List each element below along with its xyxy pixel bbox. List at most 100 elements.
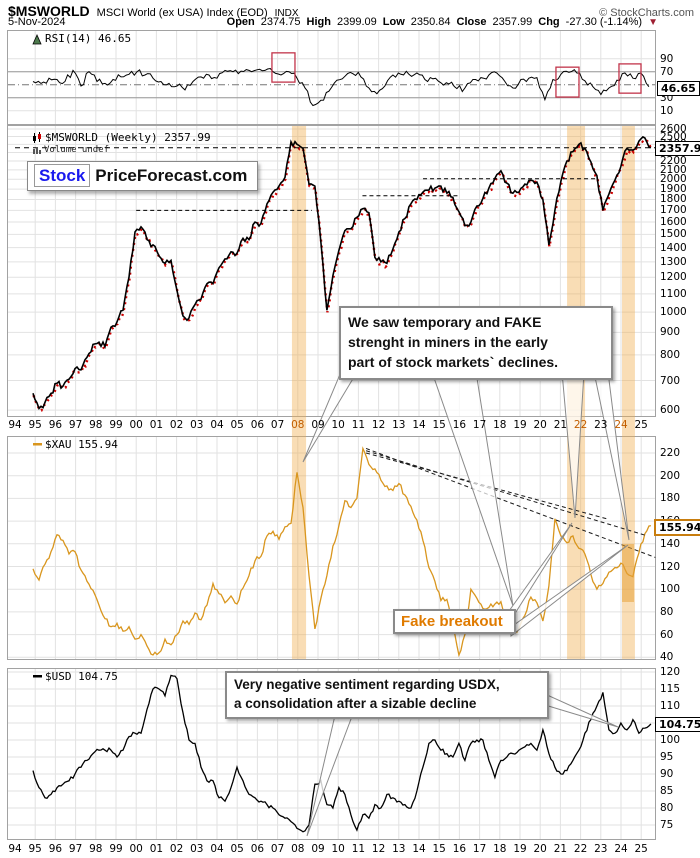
callout-wedges (32, 34, 634, 837)
usd-legend: $USD 104.75 (45, 670, 118, 683)
open-value: 2374.75 (260, 16, 301, 28)
x-tick-label: 06 (250, 843, 265, 855)
y-tick-label: 220 (660, 447, 681, 459)
usd-annotation-line2: a consolidation after a sizable decline (234, 695, 477, 711)
x-tick-label: 94 (8, 843, 22, 855)
y-tick-label: 60 (660, 628, 674, 641)
usd-note-tail-2 (544, 693, 619, 728)
y-tick-label: 1700 (660, 204, 687, 217)
x-tick-label: 03 (190, 419, 204, 431)
ohlc-group: Open 2374.75 High 2399.09 Low 2350.84 Cl… (227, 16, 658, 28)
rsi-highlight-box-1 (271, 52, 296, 83)
miners-annotation: We saw temporary and FAKE strenght in mi… (339, 306, 613, 380)
x-tick-label: 97 (68, 843, 83, 855)
x-tick-label: 23 (594, 843, 608, 855)
x-tick-label: 22 (573, 419, 588, 431)
low-value: 2350.84 (410, 16, 451, 28)
high-value: 2399.09 (337, 16, 377, 28)
x-tick-label: 00 (129, 419, 143, 431)
x-tick-label: 25 (634, 843, 648, 855)
miners-note-tail-2 (431, 371, 514, 607)
y-tick-label: 40 (660, 651, 674, 664)
x-tick-label: 96 (48, 843, 63, 855)
x-tick-label: 13 (392, 843, 406, 855)
x-tick-label: 17 (472, 419, 487, 431)
y-tick-label: 600 (660, 404, 681, 417)
rsi-series (32, 67, 650, 107)
y-tick-label: 100 (660, 583, 681, 596)
index-name: MSCI World (ex USA) Index (EOD) (96, 7, 268, 19)
price-value-box: 2357.99 (655, 141, 700, 156)
x-tick-label: 19 (513, 419, 527, 431)
x-tick-label: 09 (311, 843, 325, 855)
y-tick-label: 90 (660, 52, 674, 65)
y-tick-label: 75 (660, 819, 674, 831)
rsi-value-box: 46.65 (657, 81, 700, 96)
logo-part2: PriceForecast.com (95, 166, 248, 185)
y-tick-label: 115 (660, 683, 681, 695)
xau-legend-icon (33, 443, 42, 446)
fake-breakout-annotation: Fake breakout (393, 609, 516, 634)
x-tick-label: 22 (573, 843, 588, 855)
y-tick-label: 1800 (660, 193, 687, 206)
miners-annotation-line1: We saw temporary and FAKE (348, 314, 542, 330)
y-tick-label: 1100 (660, 287, 687, 300)
xau-panel-border (7, 436, 656, 660)
y-tick-label: 1200 (660, 271, 687, 284)
x-tick-label: 16 (452, 419, 467, 431)
y-tick-label: 900 (660, 326, 681, 339)
x-tick-label: 24 (614, 419, 628, 431)
y-tick-label: 800 (660, 348, 681, 361)
y-tick-label: 1300 (660, 255, 687, 268)
x-tick-label: 97 (68, 419, 83, 431)
x-tick-label: 20 (533, 419, 547, 431)
y-tick-label: 2200 (660, 155, 687, 167)
y-tick-label: 2100 (660, 163, 687, 176)
x-tick-label: 09 (311, 419, 325, 431)
x-tick-label: 99 (109, 419, 123, 431)
x-tick-label: 19 (513, 843, 527, 855)
x-tick-label: 21 (553, 843, 568, 855)
x-tick-label: 06 (250, 419, 265, 431)
x-tick-label: 13 (392, 419, 406, 431)
xau-trendline (365, 450, 648, 537)
xau-series (32, 446, 652, 658)
y-tick-label: 110 (660, 700, 681, 712)
x-tick-label: 98 (89, 419, 103, 431)
x-tick-label: 00 (129, 843, 143, 855)
exchange: INDX (274, 8, 299, 19)
miners-annotation-line3: part of stock markets` declines. (348, 353, 559, 370)
y-tick-label: 10 (660, 104, 674, 117)
low-label: Low (382, 16, 405, 28)
rsi-legend-icon (32, 34, 42, 45)
x-tick-label: 12 (371, 843, 386, 855)
y-tick-label: 700 (660, 374, 681, 387)
price-panel-border (7, 125, 656, 417)
chg-label: Chg (538, 16, 560, 28)
y-tick-label: 85 (660, 785, 674, 797)
y-tick-label: 2000 (660, 173, 687, 186)
usd-annotation: Very negative sentiment regarding USDX, … (225, 671, 549, 719)
stockcharts-copyright: © StockCharts.com (599, 7, 694, 19)
x-tick-label: 08 (291, 419, 305, 431)
rsi-panel-border (7, 30, 656, 125)
x-tick-label: 17 (472, 843, 487, 855)
quote-row: 5-Nov-2024 Open 2374.75 High 2399.09 Low… (8, 16, 658, 28)
rsi-highlight-box-2 (555, 66, 580, 98)
x-tick-label: 95 (28, 419, 42, 431)
x-tick-label: 98 (89, 843, 103, 855)
x-tick-label: 96 (48, 419, 63, 431)
stockpriceforecast-logo: Stock PriceForecast.com (27, 161, 259, 191)
x-tick-label: 05 (230, 419, 244, 431)
y-tick-label: 1000 (660, 306, 687, 319)
close-value: 2357.99 (492, 16, 533, 28)
x-tick-label: 16 (452, 843, 467, 855)
x-tick-label: 07 (270, 419, 285, 431)
x-tick-label: 14 (412, 843, 426, 855)
chart-header: $MSWORLD MSCI World (ex USA) Index (EOD)… (8, 3, 694, 19)
high-label: High (306, 16, 331, 28)
x-tick-label: 25 (634, 419, 648, 431)
volume-legend: Volume undef (44, 145, 110, 155)
